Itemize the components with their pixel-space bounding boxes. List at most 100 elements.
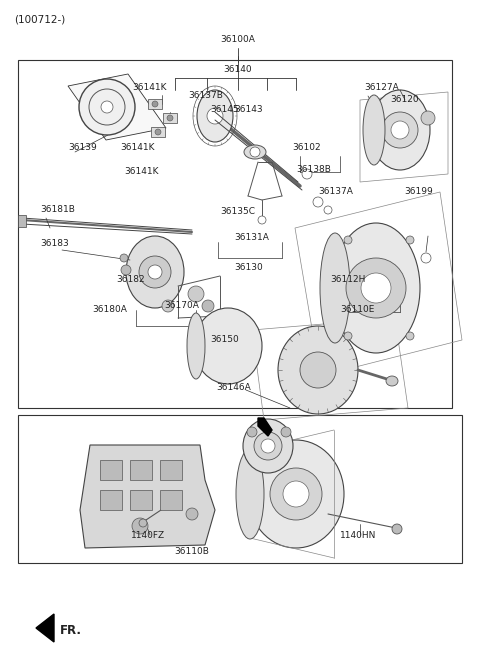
- Ellipse shape: [194, 308, 262, 384]
- Text: 36100A: 36100A: [221, 35, 255, 45]
- Text: 36181B: 36181B: [40, 205, 75, 215]
- Circle shape: [162, 300, 174, 312]
- Bar: [100, 490, 122, 510]
- Circle shape: [101, 101, 113, 113]
- Circle shape: [188, 286, 204, 302]
- Text: 36138B: 36138B: [296, 165, 331, 174]
- Text: 36141K: 36141K: [120, 144, 155, 152]
- Text: 36110E: 36110E: [340, 306, 374, 314]
- Bar: [18, 215, 26, 227]
- Ellipse shape: [278, 326, 358, 414]
- Polygon shape: [68, 74, 166, 140]
- Ellipse shape: [197, 90, 233, 142]
- Text: 36112H: 36112H: [330, 276, 365, 285]
- Text: 36180A: 36180A: [92, 306, 127, 314]
- Ellipse shape: [243, 419, 293, 473]
- Circle shape: [346, 258, 406, 318]
- Circle shape: [406, 332, 414, 340]
- Circle shape: [139, 519, 147, 527]
- Text: 36127A: 36127A: [364, 83, 399, 92]
- Text: 36182: 36182: [116, 276, 144, 285]
- Text: 36145: 36145: [210, 106, 239, 115]
- Text: 36102: 36102: [292, 144, 321, 152]
- Circle shape: [261, 439, 275, 453]
- Circle shape: [324, 206, 332, 214]
- Circle shape: [155, 129, 161, 135]
- Circle shape: [302, 169, 312, 179]
- Bar: [130, 460, 152, 480]
- Bar: [18, 415, 462, 563]
- Circle shape: [186, 508, 198, 520]
- Text: 36137B: 36137B: [188, 91, 223, 100]
- Circle shape: [167, 115, 173, 121]
- Text: (100712-): (100712-): [14, 14, 65, 24]
- Circle shape: [406, 236, 414, 244]
- Text: 36183: 36183: [40, 239, 69, 249]
- Circle shape: [250, 147, 260, 157]
- Circle shape: [258, 216, 266, 224]
- Ellipse shape: [320, 233, 350, 343]
- Circle shape: [300, 352, 336, 388]
- Ellipse shape: [187, 313, 205, 379]
- Text: 36150: 36150: [210, 335, 239, 344]
- Text: 36199: 36199: [404, 188, 433, 197]
- Circle shape: [132, 518, 148, 534]
- Text: 36143: 36143: [234, 106, 263, 115]
- Circle shape: [152, 101, 158, 107]
- Circle shape: [421, 253, 431, 263]
- Circle shape: [148, 265, 162, 279]
- Polygon shape: [258, 418, 272, 436]
- Text: 36141K: 36141K: [132, 83, 167, 92]
- Text: 36137A: 36137A: [318, 188, 353, 197]
- Text: 1140HN: 1140HN: [340, 531, 376, 541]
- Ellipse shape: [248, 440, 344, 548]
- Circle shape: [202, 300, 214, 312]
- Ellipse shape: [332, 223, 420, 353]
- Circle shape: [421, 111, 435, 125]
- Ellipse shape: [126, 236, 184, 308]
- Text: 36130: 36130: [234, 264, 263, 272]
- Ellipse shape: [386, 376, 398, 386]
- Text: 36135C: 36135C: [220, 207, 255, 216]
- Bar: [148, 99, 162, 109]
- Text: 36170A: 36170A: [164, 302, 199, 310]
- Circle shape: [344, 236, 352, 244]
- Bar: [18, 60, 452, 408]
- Circle shape: [121, 265, 131, 275]
- Text: 36140: 36140: [224, 66, 252, 75]
- Bar: [160, 460, 182, 480]
- Bar: [163, 113, 177, 123]
- Text: 36120: 36120: [390, 96, 419, 104]
- Circle shape: [120, 254, 128, 262]
- Circle shape: [391, 121, 409, 139]
- Polygon shape: [36, 614, 54, 642]
- Circle shape: [344, 332, 352, 340]
- Circle shape: [247, 427, 257, 437]
- Circle shape: [281, 427, 291, 437]
- Polygon shape: [80, 445, 215, 548]
- Ellipse shape: [363, 95, 385, 165]
- Circle shape: [270, 468, 322, 520]
- Ellipse shape: [244, 145, 266, 159]
- Text: 36141K: 36141K: [124, 167, 158, 176]
- Circle shape: [79, 79, 135, 135]
- Circle shape: [139, 256, 171, 288]
- Circle shape: [207, 108, 223, 124]
- Circle shape: [313, 197, 323, 207]
- Text: 36131A: 36131A: [234, 234, 269, 243]
- Ellipse shape: [236, 449, 264, 539]
- Bar: [100, 460, 122, 480]
- Text: FR.: FR.: [60, 623, 82, 636]
- Text: 36139: 36139: [68, 144, 97, 152]
- Circle shape: [361, 273, 391, 303]
- Bar: [160, 490, 182, 510]
- Circle shape: [392, 524, 402, 534]
- Bar: [151, 127, 165, 137]
- Circle shape: [283, 481, 309, 507]
- Text: 1140FZ: 1140FZ: [131, 531, 165, 541]
- Ellipse shape: [370, 90, 430, 170]
- Circle shape: [382, 112, 418, 148]
- Text: 36110B: 36110B: [175, 548, 209, 556]
- Circle shape: [254, 432, 282, 460]
- Text: 36146A: 36146A: [216, 384, 252, 392]
